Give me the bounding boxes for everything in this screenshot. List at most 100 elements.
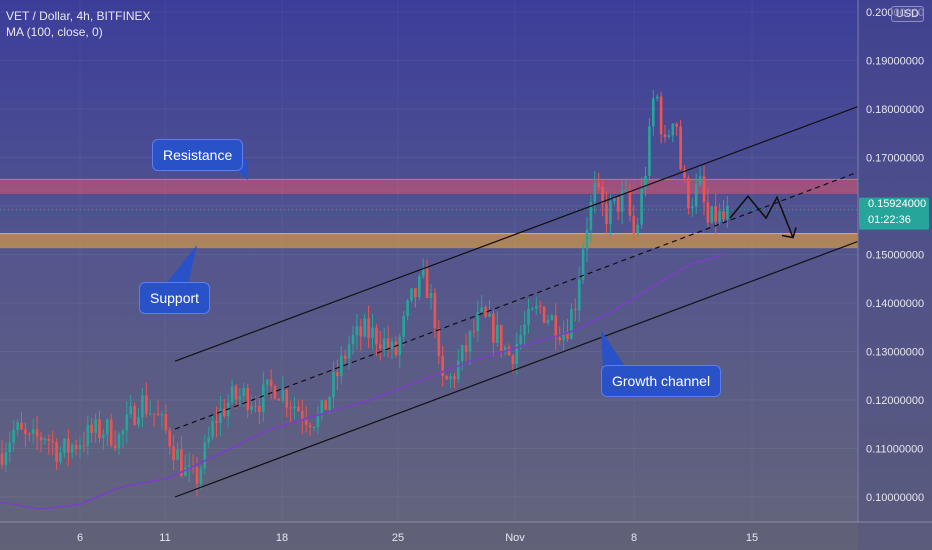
support-callout[interactable]: Support xyxy=(139,282,211,314)
candle-body xyxy=(546,319,550,323)
price-axis-label: 0.12000000 xyxy=(866,395,924,407)
indicator-label[interactable]: MA (100, close, 0) xyxy=(6,25,103,39)
candle-body xyxy=(67,438,70,453)
candle-body xyxy=(503,346,507,351)
candles-layer xyxy=(0,89,729,497)
candle-body xyxy=(82,445,86,447)
candle-body xyxy=(347,344,351,359)
price-axis-label: 0.13000000 xyxy=(866,347,924,359)
channel-middle-line[interactable] xyxy=(174,171,859,430)
candle-body xyxy=(281,389,285,401)
price-tag-value: 0.15924000 xyxy=(868,197,927,210)
candle-body xyxy=(320,400,324,415)
candle-body xyxy=(336,372,339,377)
candle-body xyxy=(632,215,636,234)
candle-body xyxy=(636,224,639,234)
projection-path[interactable] xyxy=(729,195,794,238)
candle-body xyxy=(242,388,246,397)
growth-channel-callout[interactable]: Growth channel xyxy=(601,365,722,397)
candle-body xyxy=(39,436,43,441)
grid-lines xyxy=(0,0,858,522)
price-axis-label: 0.15000000 xyxy=(866,250,924,262)
resistance-zone xyxy=(0,179,858,194)
candle-body xyxy=(238,396,242,400)
candle-body xyxy=(207,437,210,443)
candle-body xyxy=(301,411,304,420)
time-axis-label: 8 xyxy=(631,532,637,544)
price-axis-panel[interactable] xyxy=(858,0,932,550)
candle-body xyxy=(180,449,183,476)
candle-body xyxy=(176,449,179,460)
candle-body xyxy=(519,335,522,345)
candle-body xyxy=(43,438,47,441)
symbol-title[interactable]: VET / Dollar, 4h, BITFINEX xyxy=(6,9,151,23)
channel-lower-line[interactable] xyxy=(174,240,859,498)
candle-body xyxy=(86,424,90,446)
candle-body xyxy=(574,309,577,311)
candle-body xyxy=(511,355,515,364)
candle-body xyxy=(613,197,616,202)
channel-upper-line[interactable] xyxy=(174,106,859,362)
time-axis-label: 11 xyxy=(159,532,170,544)
candle-body xyxy=(265,379,269,385)
candle-body xyxy=(230,386,234,403)
candle-body xyxy=(277,398,281,401)
candle-body xyxy=(78,445,82,450)
candle-body xyxy=(98,419,101,439)
candle-body xyxy=(262,384,265,413)
candle-body xyxy=(507,346,511,356)
time-axis-label: Nov xyxy=(505,532,525,544)
candle-body xyxy=(168,430,171,447)
candle-body xyxy=(726,205,729,220)
candle-body xyxy=(359,326,363,337)
candle-body xyxy=(679,126,682,170)
price-axis-label: 0.19000000 xyxy=(866,56,924,68)
candle-body xyxy=(16,422,19,430)
candle-body xyxy=(379,344,382,349)
candle-body xyxy=(203,442,207,469)
candle-body xyxy=(187,465,191,468)
candle-body xyxy=(714,206,717,222)
candle-body xyxy=(691,206,694,209)
candle-body xyxy=(484,307,487,317)
candle-body xyxy=(597,182,600,187)
candle-body xyxy=(624,190,628,192)
candle-body xyxy=(328,397,331,411)
candle-body xyxy=(258,406,261,413)
candle-body xyxy=(659,96,663,135)
candle-body xyxy=(687,177,690,209)
candle-body xyxy=(74,445,78,450)
candle-body xyxy=(585,229,589,250)
candle-body xyxy=(558,337,561,341)
candle-body xyxy=(694,184,698,207)
candle-body xyxy=(332,372,335,398)
price-tag-box xyxy=(859,197,929,230)
candle-body xyxy=(382,338,386,349)
resistance-callout[interactable]: Resistance xyxy=(152,139,244,171)
candle-body xyxy=(457,360,460,380)
candle-body xyxy=(429,292,433,299)
candle-body xyxy=(562,333,565,341)
currency-button[interactable]: USD xyxy=(890,6,924,22)
time-axis-label: 18 xyxy=(276,532,288,544)
candle-body xyxy=(211,420,214,438)
candle-body xyxy=(492,313,495,343)
candle-body xyxy=(125,414,129,431)
candle-body xyxy=(199,468,203,484)
time-axis-panel[interactable] xyxy=(0,522,858,550)
price-axis-label: 0.14000000 xyxy=(866,298,924,310)
candle-body xyxy=(531,308,534,310)
candle-body xyxy=(550,315,554,320)
candle-body xyxy=(219,408,222,423)
candle-body xyxy=(410,288,413,301)
candle-body xyxy=(24,429,27,434)
price-axis-label: 0.17000000 xyxy=(866,153,924,165)
candle-body xyxy=(343,355,347,359)
candle-body xyxy=(156,413,160,416)
candle-body xyxy=(269,379,273,387)
candle-body xyxy=(55,442,58,462)
candle-body xyxy=(464,345,468,352)
candle-body xyxy=(35,429,39,437)
candle-body xyxy=(527,309,530,325)
